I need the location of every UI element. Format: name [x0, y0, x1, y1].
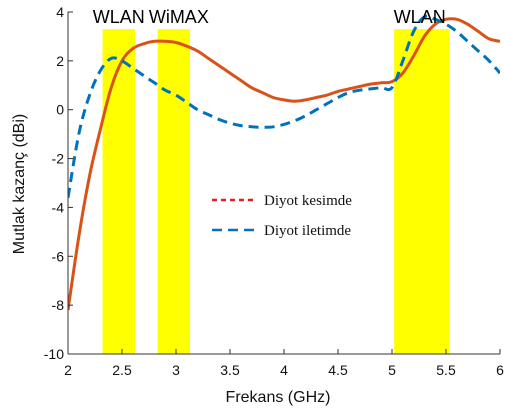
x-tick-label-7: 5.5 [436, 362, 456, 378]
y-tick-label-5: 0 [56, 102, 64, 118]
x-tick-label-4: 4 [280, 362, 288, 378]
band-0 [102, 29, 135, 354]
band-labels: WLAN WiMAX WLAN [93, 7, 446, 27]
band-1 [157, 29, 191, 354]
x-axis-title: Frekans (GHz) [226, 389, 331, 406]
x-tick-label-6: 5 [388, 362, 396, 378]
series-layer [68, 14, 500, 311]
band-label-0: WLAN [93, 7, 145, 27]
series-line-0 [68, 17, 500, 311]
legend-label-0: Diyot kesimde [264, 193, 352, 209]
band-2 [394, 29, 450, 354]
x-tick-label-1: 2.5 [112, 362, 132, 378]
legend-label-1: Diyot iletimde [264, 223, 351, 239]
y-tick-label-0: -10 [44, 346, 64, 362]
legend: Diyot kesimde Diyot iletimde [205, 183, 385, 245]
y-tick-label-2: -6 [52, 248, 65, 264]
x-tick-label-0: 2 [64, 362, 72, 378]
y-tick-label-1: -8 [52, 297, 65, 313]
legend-box [205, 183, 385, 245]
y-tick-label-7: 4 [56, 4, 64, 20]
y-tick-label-4: -2 [52, 151, 65, 167]
frequency-bands [102, 29, 450, 354]
x-tick-label-3: 3.5 [220, 362, 240, 378]
y-tick-label-6: 2 [56, 53, 64, 69]
series-line-1 [68, 14, 500, 198]
ticks: 2 2.5 3 3.5 4 4.5 5 5.5 6 -10 -8 -6 -4 -2 0 2 4 [44, 4, 504, 378]
x-tick-label-2: 3 [172, 362, 180, 378]
band-label-1: WiMAX [149, 7, 209, 27]
y-tick-label-3: -4 [52, 199, 65, 215]
band-label-2: WLAN [394, 7, 446, 27]
y-axis-title: Mutlak kazanç (dBi) [11, 114, 28, 255]
x-tick-label-8: 6 [496, 362, 504, 378]
x-tick-label-5: 4.5 [328, 362, 348, 378]
